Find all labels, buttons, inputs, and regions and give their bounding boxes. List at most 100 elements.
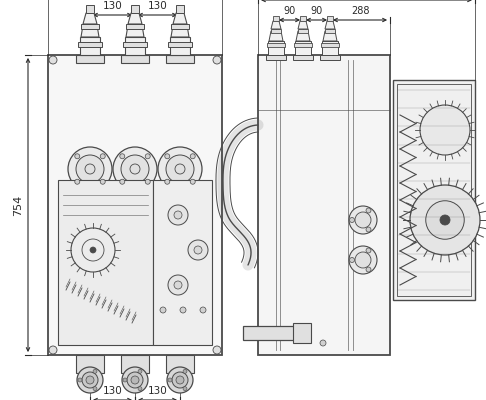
Circle shape: [349, 218, 354, 222]
Circle shape: [168, 205, 188, 225]
Circle shape: [166, 155, 194, 183]
Bar: [268, 41, 284, 55]
Bar: [322, 41, 338, 55]
Circle shape: [180, 307, 186, 313]
Bar: [176, 5, 184, 13]
Text: 130: 130: [103, 1, 122, 11]
Bar: [393, 80, 475, 300]
Circle shape: [183, 387, 187, 391]
Polygon shape: [128, 13, 142, 24]
Circle shape: [440, 215, 450, 225]
Circle shape: [75, 154, 80, 159]
Circle shape: [366, 208, 371, 213]
Text: 288: 288: [351, 6, 369, 16]
Text: 130: 130: [148, 386, 167, 396]
Polygon shape: [126, 25, 144, 37]
Bar: [166, 55, 194, 63]
Circle shape: [320, 340, 326, 346]
Bar: [86, 5, 94, 13]
Circle shape: [176, 376, 184, 384]
Circle shape: [366, 227, 371, 232]
Bar: [325, 29, 335, 33]
Bar: [168, 42, 192, 47]
Bar: [76, 355, 104, 373]
Circle shape: [172, 372, 188, 388]
Circle shape: [93, 387, 97, 391]
Circle shape: [120, 154, 125, 159]
Circle shape: [366, 267, 371, 272]
Circle shape: [355, 212, 371, 228]
Text: 90: 90: [283, 6, 295, 16]
Bar: [321, 43, 339, 47]
Polygon shape: [323, 31, 337, 41]
Circle shape: [355, 252, 371, 268]
Circle shape: [366, 248, 371, 253]
Circle shape: [349, 246, 377, 274]
Circle shape: [131, 376, 139, 384]
Circle shape: [165, 179, 170, 184]
Circle shape: [349, 206, 377, 234]
Text: 754: 754: [13, 194, 23, 216]
Bar: [121, 55, 149, 63]
Polygon shape: [296, 31, 310, 41]
Circle shape: [123, 378, 127, 382]
Circle shape: [167, 367, 193, 393]
Circle shape: [49, 346, 57, 354]
Text: 90: 90: [311, 6, 323, 16]
Bar: [48, 55, 222, 355]
Circle shape: [145, 179, 150, 184]
Circle shape: [174, 281, 182, 289]
Circle shape: [213, 346, 221, 354]
Bar: [123, 42, 147, 47]
Circle shape: [194, 246, 202, 254]
Bar: [295, 41, 311, 55]
Bar: [293, 55, 313, 60]
Bar: [166, 355, 194, 373]
Circle shape: [86, 376, 94, 384]
Polygon shape: [83, 13, 97, 24]
Circle shape: [420, 105, 470, 155]
Polygon shape: [325, 21, 335, 29]
Circle shape: [168, 275, 188, 295]
Bar: [273, 16, 279, 21]
Polygon shape: [171, 25, 189, 37]
Bar: [170, 37, 190, 55]
Circle shape: [76, 155, 104, 183]
Polygon shape: [173, 13, 187, 24]
Circle shape: [410, 185, 480, 255]
Bar: [121, 355, 149, 373]
Circle shape: [93, 369, 97, 373]
Bar: [327, 16, 333, 21]
Circle shape: [49, 56, 57, 64]
Bar: [131, 5, 139, 13]
Circle shape: [78, 378, 82, 382]
Bar: [294, 43, 312, 47]
Circle shape: [120, 179, 125, 184]
Circle shape: [168, 378, 172, 382]
Circle shape: [138, 369, 142, 373]
Circle shape: [165, 154, 170, 159]
Circle shape: [183, 369, 187, 373]
Circle shape: [138, 387, 142, 391]
Circle shape: [200, 307, 206, 313]
Circle shape: [127, 372, 143, 388]
Text: 130: 130: [148, 1, 167, 11]
Circle shape: [90, 247, 96, 253]
Bar: [171, 24, 189, 29]
Circle shape: [77, 367, 103, 393]
Bar: [126, 24, 144, 29]
Circle shape: [174, 211, 182, 219]
Circle shape: [190, 179, 195, 184]
Circle shape: [349, 258, 354, 262]
Circle shape: [426, 201, 464, 239]
Bar: [80, 37, 100, 55]
Circle shape: [130, 164, 140, 174]
Circle shape: [85, 164, 95, 174]
Circle shape: [100, 154, 105, 159]
Bar: [81, 24, 99, 29]
Circle shape: [122, 367, 148, 393]
Polygon shape: [269, 31, 283, 41]
Bar: [293, 323, 311, 343]
Circle shape: [158, 147, 202, 191]
Polygon shape: [298, 21, 308, 29]
